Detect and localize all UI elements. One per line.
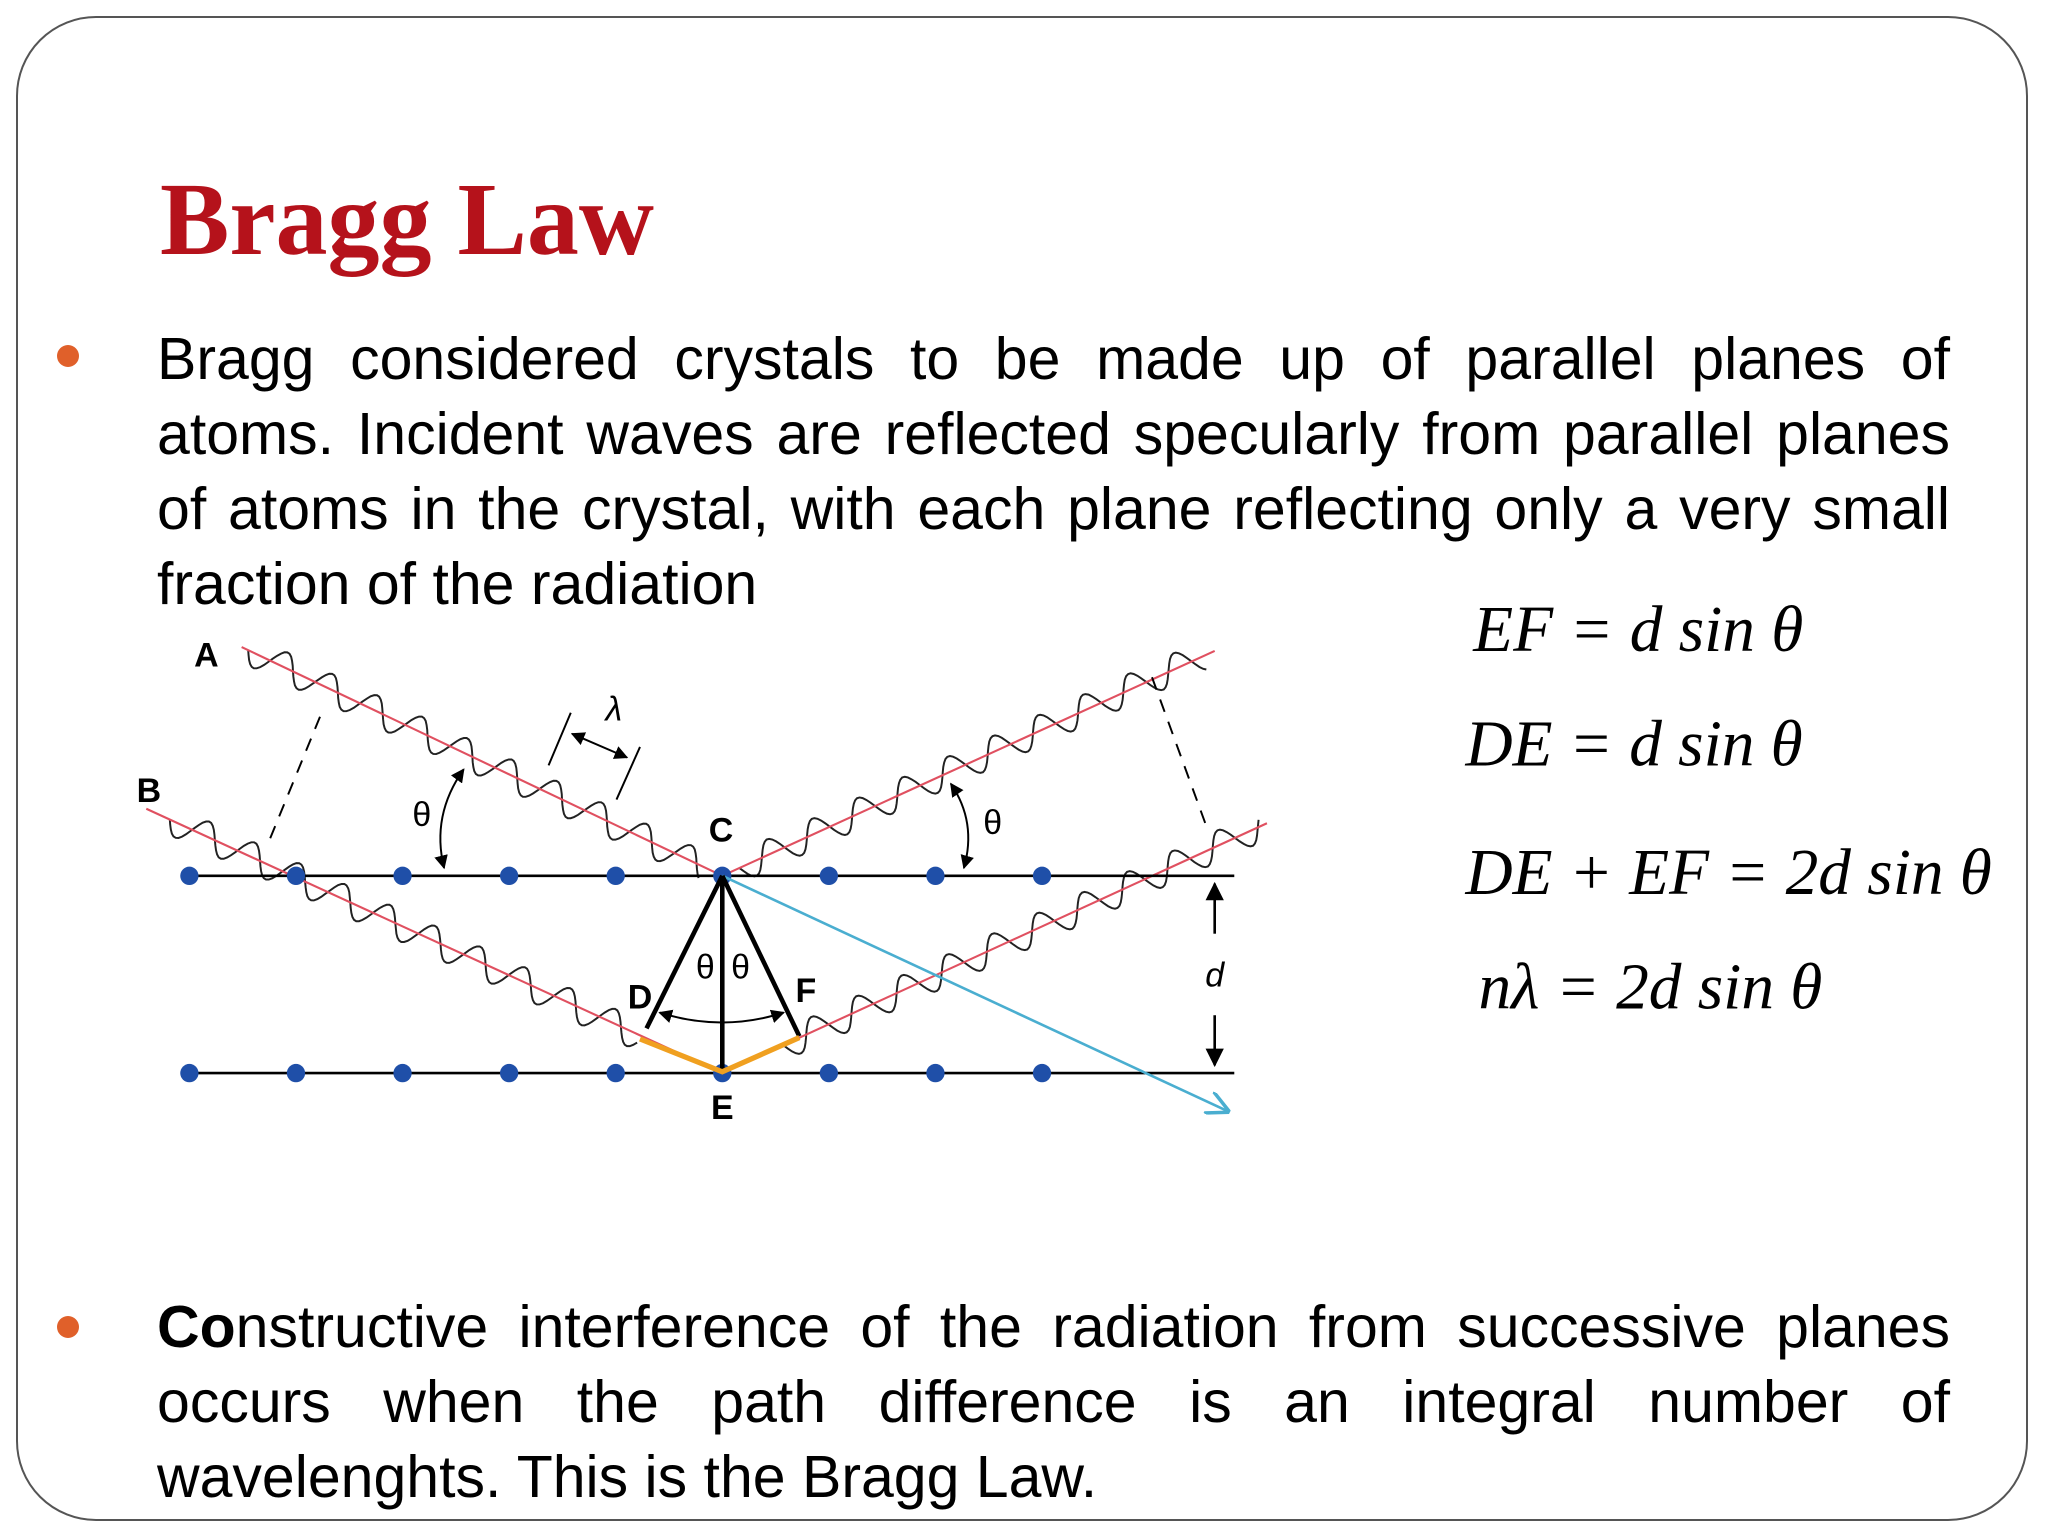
tick bbox=[615, 746, 641, 800]
point-label: B bbox=[137, 772, 162, 810]
wave bbox=[247, 649, 700, 879]
arrow bbox=[570, 732, 629, 759]
wavefront bbox=[1151, 676, 1210, 832]
point-label: E bbox=[711, 1089, 734, 1127]
ray bbox=[721, 822, 1268, 1075]
slide-title: Bragg Law bbox=[160, 162, 654, 277]
atom bbox=[393, 866, 412, 886]
bullet-text: Constructive interference of the radiati… bbox=[157, 1290, 1950, 1515]
wave bbox=[783, 819, 1260, 1055]
angle-label: θ bbox=[731, 948, 750, 986]
spacing-label: d bbox=[1205, 956, 1225, 994]
angle-arrow bbox=[950, 782, 974, 870]
bullet-bold: Co bbox=[157, 1294, 236, 1360]
transmitted-ray bbox=[721, 874, 1227, 1111]
wave bbox=[168, 819, 638, 1048]
ray bbox=[241, 646, 723, 877]
atom bbox=[819, 866, 839, 886]
segment-cf bbox=[720, 874, 802, 1038]
triangle bbox=[644, 874, 802, 1074]
atom bbox=[926, 1063, 945, 1083]
point-label: A bbox=[194, 637, 219, 675]
path-difference bbox=[639, 1035, 801, 1075]
atom bbox=[286, 866, 306, 886]
point-label: C bbox=[709, 812, 734, 850]
equation: DE + EF = 2d sin θ bbox=[1464, 837, 1991, 909]
equation: EF = d sin θ bbox=[1472, 594, 1803, 666]
atom bbox=[393, 1063, 412, 1083]
atom bbox=[499, 866, 519, 886]
equation: DE = d sin θ bbox=[1464, 708, 1802, 780]
atom bbox=[180, 1063, 199, 1083]
angle-arc bbox=[658, 1009, 785, 1024]
rays bbox=[145, 646, 1268, 1075]
angle-label: θ bbox=[983, 804, 1002, 842]
point-label: F bbox=[796, 972, 817, 1010]
wavefront bbox=[266, 716, 321, 845]
atom bbox=[180, 866, 199, 886]
waves bbox=[168, 649, 1260, 1055]
segment-cd bbox=[644, 874, 725, 1030]
bullet-rest: nstructive interference of the radiation… bbox=[157, 1294, 1950, 1510]
atom bbox=[1032, 1063, 1052, 1083]
wavefronts bbox=[266, 676, 1210, 845]
angle-label: θ bbox=[412, 796, 431, 834]
angle-arrow bbox=[434, 768, 465, 870]
bullet-dot bbox=[57, 345, 79, 367]
atom bbox=[1032, 866, 1052, 886]
bullet-text: Bragg considered crystals to be made up … bbox=[157, 326, 1950, 617]
ray bbox=[721, 650, 1216, 877]
angle-label: θ bbox=[696, 948, 715, 986]
tick bbox=[547, 712, 572, 766]
wavelength-marker bbox=[547, 712, 641, 800]
wave bbox=[738, 651, 1207, 878]
atom bbox=[926, 866, 945, 886]
equation: nλ = 2d sin θ bbox=[1479, 951, 1823, 1023]
atom bbox=[286, 1063, 306, 1083]
atom bbox=[606, 1063, 625, 1083]
atom bbox=[499, 1063, 519, 1083]
wavelength-label: λ bbox=[604, 691, 623, 729]
point-label: D bbox=[628, 979, 653, 1017]
ray bbox=[145, 807, 723, 1075]
slide-frame bbox=[16, 16, 2028, 1521]
bullet-dot bbox=[57, 1316, 79, 1338]
atom bbox=[819, 1063, 839, 1083]
atom bbox=[606, 866, 625, 886]
